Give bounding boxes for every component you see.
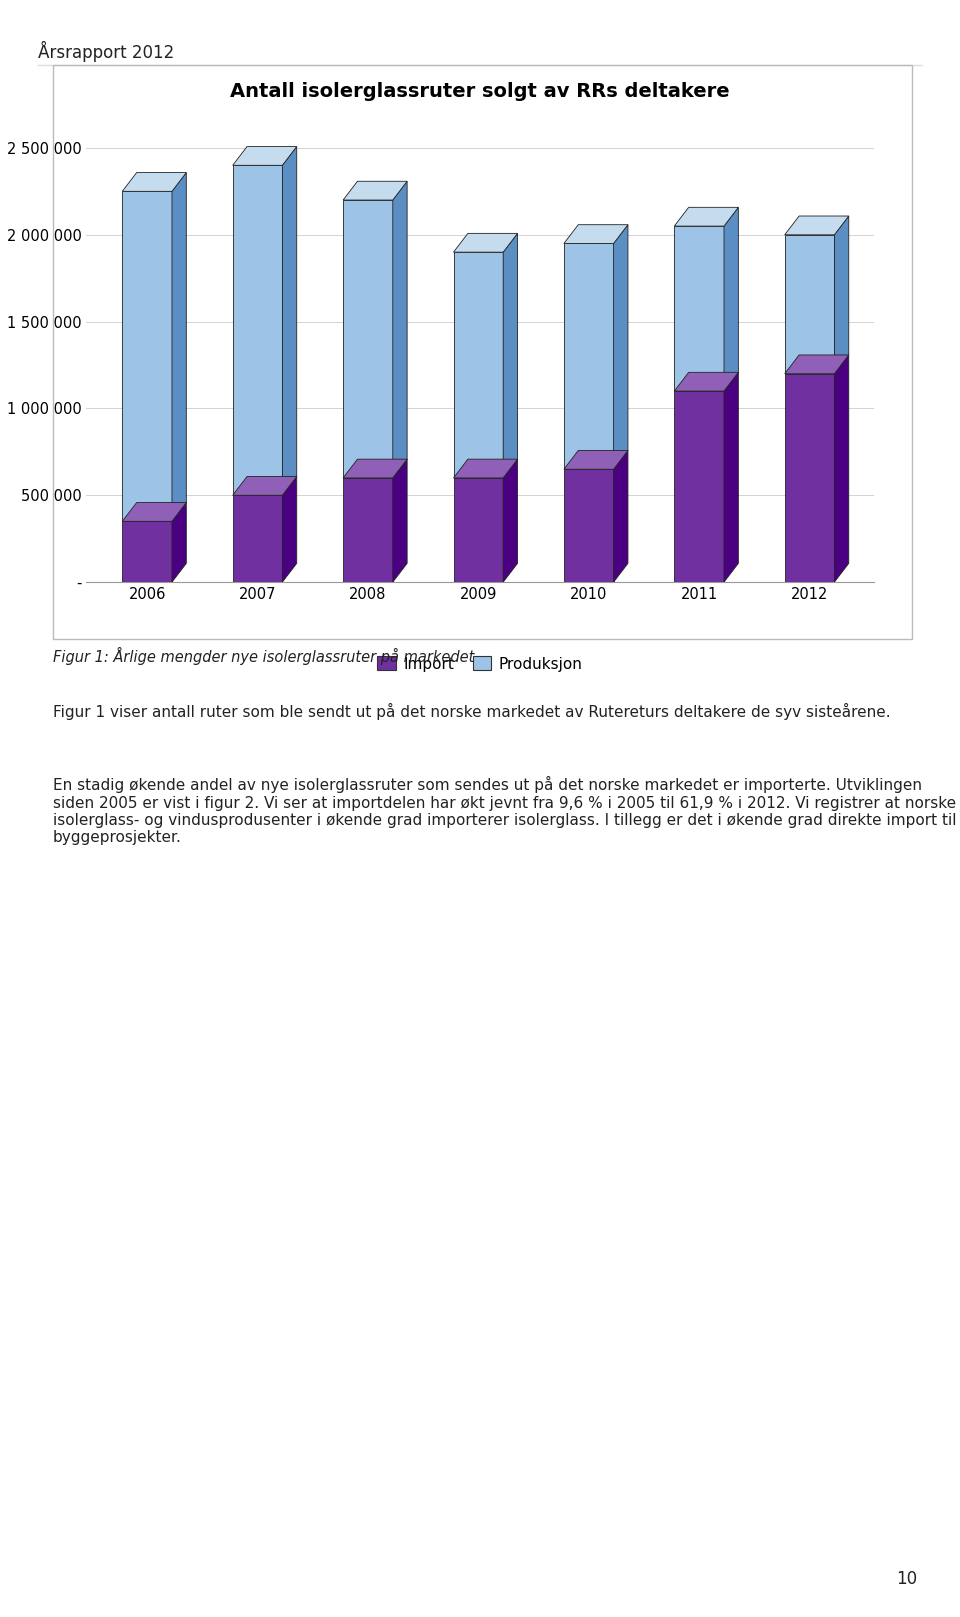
Polygon shape: [393, 459, 407, 582]
Title: Antall isolerglassruter solgt av RRs deltakere: Antall isolerglassruter solgt av RRs del…: [230, 81, 730, 100]
Polygon shape: [232, 147, 297, 165]
Polygon shape: [172, 503, 186, 582]
Polygon shape: [503, 459, 517, 582]
Polygon shape: [834, 217, 849, 374]
Text: Årsrapport 2012: Årsrapport 2012: [38, 40, 175, 61]
Text: 10: 10: [896, 1570, 917, 1588]
Polygon shape: [834, 356, 849, 582]
Bar: [784, 374, 834, 582]
Polygon shape: [784, 217, 849, 234]
Bar: [343, 479, 393, 582]
Polygon shape: [122, 173, 186, 191]
Bar: [343, 201, 393, 479]
Bar: [674, 226, 724, 391]
Bar: [453, 252, 503, 479]
Polygon shape: [282, 147, 297, 495]
Polygon shape: [503, 233, 517, 479]
Polygon shape: [453, 459, 517, 479]
Bar: [122, 521, 172, 582]
Bar: [564, 469, 613, 582]
Polygon shape: [613, 225, 628, 469]
Text: Figur 1 viser antall ruter som ble sendt ut på det norske markedet av Rutereturs: Figur 1 viser antall ruter som ble sendt…: [53, 703, 891, 721]
Bar: [564, 244, 613, 469]
Polygon shape: [724, 207, 738, 391]
Polygon shape: [172, 173, 186, 521]
Polygon shape: [613, 451, 628, 582]
Bar: [122, 191, 172, 521]
Polygon shape: [393, 181, 407, 479]
Polygon shape: [122, 503, 186, 521]
Polygon shape: [724, 372, 738, 582]
Polygon shape: [674, 207, 738, 226]
Legend: Import, Produksjon: Import, Produksjon: [372, 650, 588, 678]
Text: Figur 1: Årlige mengder nye isolerglassruter på markedet: Figur 1: Årlige mengder nye isolerglassr…: [53, 647, 474, 665]
Polygon shape: [343, 459, 407, 479]
Polygon shape: [564, 225, 628, 244]
Bar: [232, 495, 282, 582]
Polygon shape: [343, 181, 407, 201]
Text: En stadig økende andel av nye isolerglassruter som sendes ut på det norske marke: En stadig økende andel av nye isolerglas…: [53, 776, 956, 846]
Bar: [453, 479, 503, 582]
Bar: [674, 391, 724, 582]
Polygon shape: [232, 477, 297, 495]
Polygon shape: [784, 356, 849, 374]
Polygon shape: [564, 451, 628, 469]
Bar: [232, 165, 282, 495]
Polygon shape: [674, 372, 738, 391]
Bar: [784, 234, 834, 374]
Polygon shape: [282, 477, 297, 582]
Polygon shape: [453, 233, 517, 252]
